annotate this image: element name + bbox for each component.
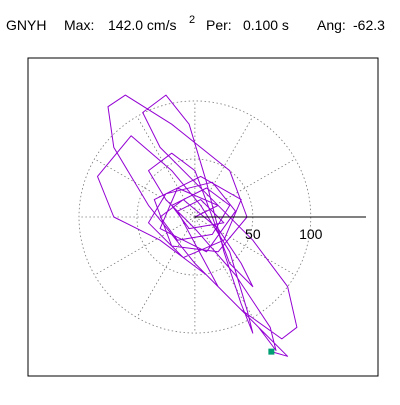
ray-line (94, 216, 196, 276)
ray-line (194, 116, 254, 218)
ray-line (194, 158, 296, 218)
ray-line (194, 216, 296, 276)
ray-line (136, 216, 196, 318)
max-exponent: 2 (189, 14, 195, 26)
angle-label: Ang: (317, 17, 346, 33)
r-tick-label: 50 (245, 226, 261, 242)
trajectory (97, 94, 298, 357)
r-tick-label: 100 (299, 226, 323, 242)
max-value: 142.0 cm/s (108, 17, 176, 33)
station: GNYH (6, 17, 46, 33)
max-label: Max: (64, 17, 94, 33)
period-label: Per: (206, 17, 232, 33)
ray-line (194, 216, 254, 318)
period-value: 0.100 s (243, 17, 289, 33)
ray-line (136, 116, 196, 218)
plot-frame (27, 57, 379, 377)
ray-line (94, 158, 196, 218)
angle-value: -62.3 (353, 17, 385, 33)
end-marker (268, 348, 275, 355)
